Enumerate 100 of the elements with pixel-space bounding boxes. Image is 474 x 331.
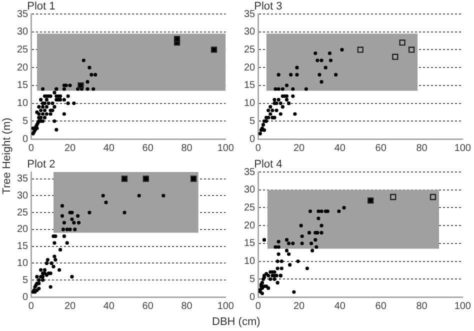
y-tick-label: 5	[22, 116, 29, 127]
point	[174, 36, 180, 42]
y-tick-label: 30	[244, 26, 256, 38]
point	[262, 128, 266, 132]
x-tick-label: 40	[103, 300, 115, 312]
point	[60, 204, 64, 208]
y-axis-title: Tree Height (m)	[1, 116, 13, 196]
point	[258, 132, 262, 136]
point	[137, 194, 141, 198]
point	[357, 46, 364, 53]
y-tick-label: 25	[244, 202, 256, 214]
point	[289, 72, 293, 77]
point	[88, 210, 92, 214]
point	[52, 241, 56, 245]
point	[276, 87, 280, 91]
x-tick-label: 20	[293, 142, 306, 154]
y-tick-label: 30	[244, 184, 256, 196]
point	[72, 220, 76, 224]
point	[73, 228, 77, 232]
x-tick-label: 60	[142, 300, 154, 312]
point	[52, 264, 56, 268]
point	[61, 228, 66, 232]
x-tick-label: 60	[375, 142, 387, 154]
point	[274, 87, 278, 91]
point	[270, 108, 274, 112]
x-axis-title: DBH (cm)	[212, 316, 260, 328]
point	[324, 66, 328, 70]
point	[37, 278, 41, 282]
point	[264, 119, 268, 123]
point	[316, 58, 320, 62]
point	[276, 98, 280, 102]
point	[278, 101, 282, 106]
point	[278, 112, 282, 116]
point	[142, 176, 149, 182]
point	[268, 112, 272, 116]
point	[276, 72, 280, 77]
point	[46, 258, 50, 262]
point	[328, 51, 332, 56]
point	[62, 234, 66, 238]
y-tick-label: 5	[22, 274, 29, 286]
point	[261, 122, 266, 127]
point	[266, 108, 270, 112]
y-tick-label: 0	[250, 292, 256, 303]
point	[291, 87, 295, 91]
y-tick-label: 10	[17, 258, 29, 269]
y-tick-label: 10	[244, 256, 256, 268]
point	[52, 254, 56, 258]
point	[54, 258, 58, 262]
point	[76, 214, 80, 218]
point	[65, 228, 69, 232]
point	[65, 241, 69, 245]
x-tick-label: 100	[454, 300, 472, 312]
y-tick-label: 30	[17, 190, 29, 202]
point	[272, 98, 276, 102]
x-tick-label: 40	[334, 300, 346, 312]
x-tick-label: 80	[181, 300, 193, 312]
y-tick-label: 30	[17, 26, 29, 38]
y-tick-label: 5	[250, 274, 256, 285]
y-tick-label: 25	[17, 44, 29, 56]
x-tick-label: 80	[181, 142, 193, 154]
point	[48, 285, 52, 289]
y-tick-label: 0	[22, 292, 29, 303]
y-tick-label: 15	[244, 80, 256, 92]
y-tick-label: 5	[250, 116, 256, 127]
y-tick-label: 20	[17, 224, 29, 236]
point	[162, 194, 166, 198]
point	[293, 112, 297, 116]
point	[334, 72, 338, 77]
point	[58, 268, 62, 272]
chart-title: Plot 3	[254, 0, 282, 13]
point	[392, 54, 398, 60]
point	[78, 82, 84, 89]
x-tick-label: 100	[454, 142, 472, 154]
y-tick-label: 10	[17, 98, 29, 110]
x-tick-label: 40	[103, 142, 115, 154]
point	[104, 200, 108, 204]
point	[295, 66, 299, 70]
point	[399, 39, 406, 46]
chart-title: Plot 1	[27, 0, 56, 13]
x-tick-label: 20	[64, 142, 76, 154]
point	[42, 268, 47, 272]
point	[35, 274, 39, 279]
point	[68, 228, 72, 232]
point	[274, 108, 278, 112]
x-tick-label: 40	[334, 142, 346, 154]
point	[58, 248, 62, 252]
x-tick-label: 100	[217, 300, 234, 312]
point	[280, 105, 284, 109]
point	[39, 268, 43, 272]
point	[210, 46, 218, 53]
x-tick-label: 20	[64, 300, 76, 312]
x-tick-label: 60	[142, 142, 154, 154]
point	[328, 58, 333, 62]
point	[70, 274, 74, 279]
point	[320, 58, 324, 62]
point	[70, 218, 74, 222]
point	[304, 87, 308, 91]
y-tick-label: 20	[17, 62, 29, 74]
x-tick-label: 20	[293, 300, 306, 312]
y-tick-label: 10	[244, 98, 256, 110]
